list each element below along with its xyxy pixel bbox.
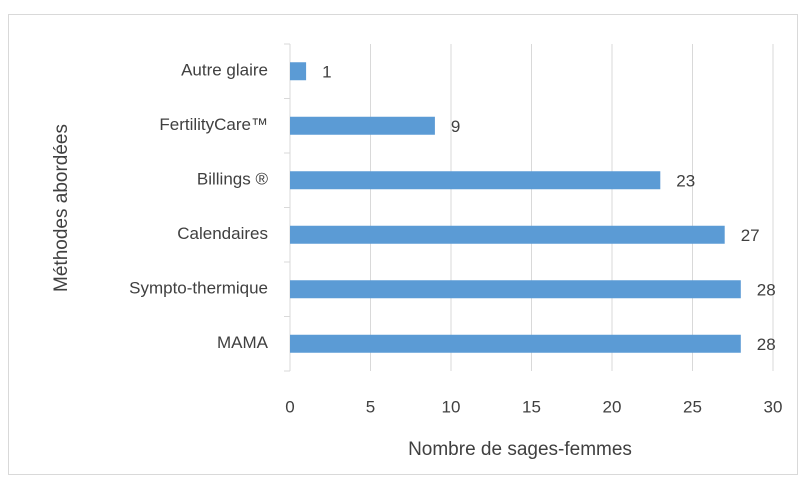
bar — [290, 280, 741, 299]
x-tick-label: 15 — [522, 397, 541, 416]
chart-border — [8, 14, 798, 475]
bar — [290, 171, 661, 190]
y-tick-label: FertilityCare™ — [159, 115, 268, 134]
y-tick-label: Autre glaire — [181, 61, 268, 80]
x-tick-label: 30 — [764, 397, 783, 416]
y-tick-label: Calendaires — [177, 224, 268, 243]
y-axis-label: Méthodes abordées — [51, 124, 72, 292]
data-label: 27 — [741, 226, 760, 245]
y-tick-label: Billings ® — [197, 170, 269, 189]
x-tick-label: 20 — [603, 397, 622, 416]
x-tick-label: 0 — [285, 397, 294, 416]
bar — [290, 116, 435, 135]
x-tick-label: 5 — [366, 397, 375, 416]
data-label: 28 — [757, 281, 776, 300]
x-tick-label: 10 — [442, 397, 461, 416]
bar — [290, 62, 307, 81]
data-label: 23 — [676, 172, 695, 191]
data-label: 1 — [322, 63, 331, 82]
y-tick-label: MAMA — [217, 333, 269, 352]
bar — [290, 225, 725, 244]
x-tick-label: 25 — [683, 397, 702, 416]
data-label: 9 — [451, 117, 460, 136]
x-axis-label: Nombre de sages-femmes — [408, 439, 632, 460]
data-label: 28 — [757, 335, 776, 354]
bar — [290, 334, 741, 353]
y-tick-label: Sympto-thermique — [129, 279, 268, 298]
